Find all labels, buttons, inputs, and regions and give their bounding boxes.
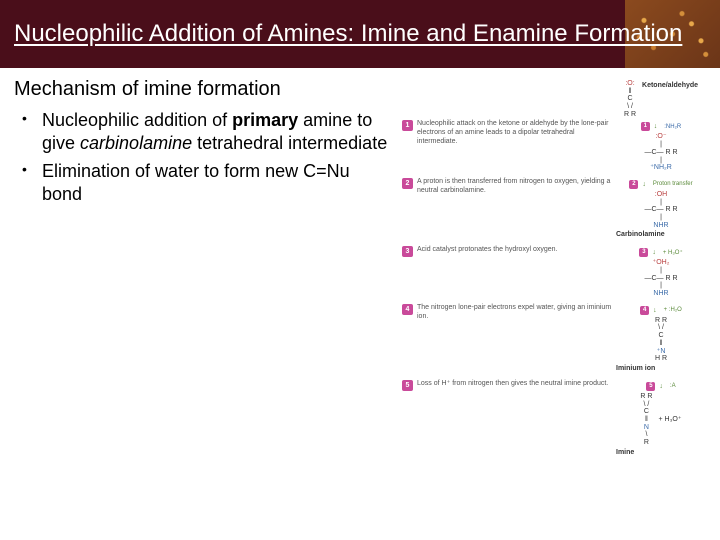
- bullet-item: Elimination of water to form new C=Nu bo…: [18, 160, 394, 207]
- chem-r: R R: [665, 149, 677, 156]
- step-text: The nitrogen lone-pair electrons expel w…: [417, 304, 616, 322]
- step-structure: 2 ↓ Proton transfer :OH | —C— R R | NHR …: [616, 178, 706, 240]
- arrow-label: + H₃O⁺: [663, 249, 683, 256]
- arrow-badge: 5: [646, 382, 655, 391]
- label-carbinolamine: Carbinolamine: [616, 231, 706, 238]
- step-structure: 1 ↓ :NH₂R :O⁻ | —C— R R | ⁺NH₂R: [616, 120, 706, 171]
- chem-r2: R: [644, 439, 649, 446]
- chem-n: NHR: [653, 222, 668, 229]
- title-bar: Nucleophilic Addition of Amines: Imine a…: [0, 0, 720, 68]
- label-imine: Imine: [616, 449, 706, 456]
- chem-r: R R: [624, 111, 636, 118]
- chem-bonds: \ /: [658, 324, 664, 331]
- bullet-text: Nucleophilic addition of: [42, 110, 232, 130]
- chem-c: C: [627, 95, 632, 102]
- arrow-badge: 1: [641, 122, 650, 131]
- arrow-down-icon: ↓: [659, 383, 663, 390]
- arrow-badge: 4: [640, 306, 649, 315]
- chem-bond: ‖: [645, 416, 648, 423]
- chem-r: R R: [665, 206, 677, 213]
- chem-bonds: \ /: [627, 103, 633, 110]
- arrow-down-icon: ↓: [652, 249, 656, 256]
- subtitle: Mechanism of imine formation: [14, 78, 394, 101]
- step-text: A proton is then transferred from nitrog…: [417, 178, 616, 196]
- arrow-label: + :H₂O: [664, 307, 682, 313]
- chem-r: R R: [640, 393, 652, 400]
- chem-bond: ‖: [660, 340, 663, 347]
- mechanism-step: 5 Loss of H⁺ from nitrogen then gives th…: [402, 380, 706, 458]
- arrow-badge: 2: [629, 180, 638, 189]
- chem-c: C: [644, 408, 649, 415]
- mechanism-diagram: :O: ‖ C \ / R R Ketone/aldehyde 1 Nucleo…: [394, 78, 706, 464]
- chem-bond: ‖: [629, 88, 632, 95]
- chem-n: NHR: [653, 290, 668, 297]
- step-text: Loss of H⁺ from nitrogen then gives the …: [417, 380, 616, 389]
- chem-o: :O:: [625, 80, 634, 87]
- arrow-reagent: :NH₂R: [664, 124, 681, 130]
- arrow-down-icon: ↓: [642, 181, 646, 188]
- left-column: Mechanism of imine formation Nucleophili…: [14, 78, 394, 464]
- chem-n: ⁺N: [657, 348, 666, 355]
- arrow-badge: 3: [639, 248, 648, 257]
- chem-c: —C—: [644, 206, 663, 213]
- chem-c: —C—: [644, 149, 663, 156]
- content-area: Mechanism of imine formation Nucleophili…: [0, 68, 720, 474]
- step-structure: 4 ↓ + :H₂O R R \ / C ‖ ⁺N H R Iminium io…: [616, 304, 706, 374]
- chem-o: ⁺OH₂: [653, 259, 670, 266]
- bullet-bold: primary: [232, 110, 298, 130]
- chem-r: R R: [665, 275, 677, 282]
- mechanism-step: 1 Nucleophilic attack on the ketone or a…: [402, 120, 706, 171]
- bullet-text: Elimination of water to form new C=Nu bo…: [42, 161, 350, 204]
- arrow-label: Proton transfer: [653, 181, 693, 187]
- bullet-italic: carbinolamine: [80, 133, 192, 153]
- slide-title: Nucleophilic Addition of Amines: Imine a…: [14, 19, 682, 49]
- chem-h: H R: [655, 355, 667, 362]
- arrow-down-icon: ↓: [653, 307, 657, 314]
- step-structure: 3 ↓ + H₃O⁺ ⁺OH₂ | —C— R R | NHR: [616, 246, 706, 297]
- step-badge: 4: [402, 304, 413, 315]
- chem-n: ⁺NH₂R: [650, 164, 672, 171]
- arrow-down-icon: ↓: [654, 123, 658, 130]
- side-product: + H₃O⁺: [658, 416, 681, 424]
- bullet-list: Nucleophilic addition of primary amine t…: [14, 109, 394, 207]
- step-text: Nucleophilic attack on the ketone or ald…: [417, 120, 616, 146]
- label-iminium: Iminium ion: [616, 365, 706, 372]
- structure-ketone: :O: ‖ C \ / R R Ketone/aldehyde: [616, 78, 706, 120]
- chem-r: R R: [655, 317, 667, 324]
- arrow-label: :A: [670, 383, 676, 389]
- step-badge: 2: [402, 178, 413, 189]
- bullet-text: tetrahedral intermediate: [192, 133, 387, 153]
- step-badge: 3: [402, 246, 413, 257]
- bullet-item: Nucleophilic addition of primary amine t…: [18, 109, 394, 156]
- chem-n: N: [644, 424, 649, 431]
- chem-o: :O⁻: [655, 133, 666, 140]
- step-structure: 5 ↓ :A R R \ / C ‖ N \ R + H₃O⁺: [616, 380, 706, 458]
- mechanism-step: 3 Acid catalyst protonates the hydroxyl …: [402, 246, 706, 297]
- mechanism-step: 4 The nitrogen lone-pair electrons expel…: [402, 304, 706, 374]
- step-text: Acid catalyst protonates the hydroxyl ox…: [417, 246, 616, 255]
- chem-c: C: [658, 332, 663, 339]
- mechanism-step: 2 A proton is then transferred from nitr…: [402, 178, 706, 240]
- chem-bonds: \ /: [644, 401, 650, 408]
- chem-o: :OH: [655, 191, 667, 198]
- step-badge: 1: [402, 120, 413, 131]
- label-ketone: Ketone/aldehyde: [642, 82, 698, 89]
- step-badge: 5: [402, 380, 413, 391]
- chem-c: —C—: [644, 275, 663, 282]
